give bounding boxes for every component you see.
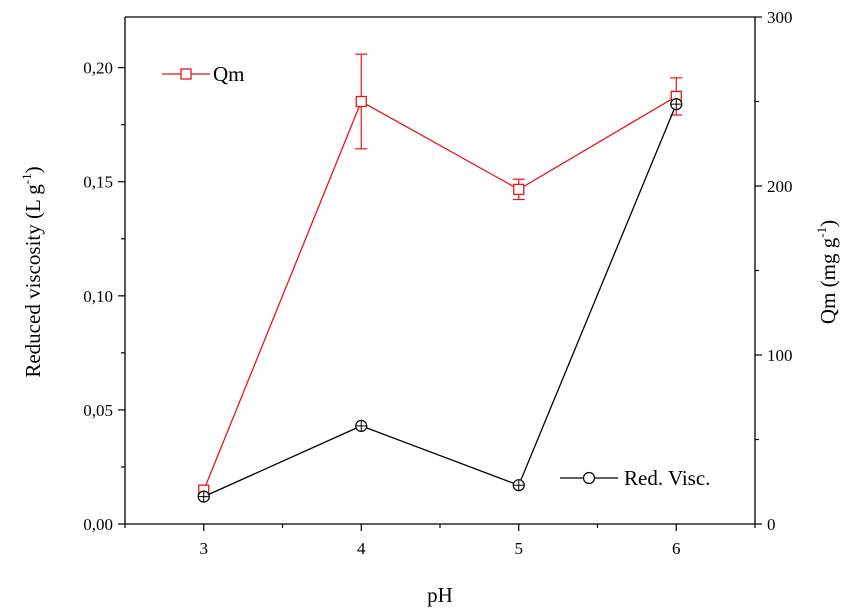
legend-qm: Qm [162,62,245,86]
x-axis-title: pH [427,583,453,607]
left-tick-label: 0,20 [83,59,113,78]
right-tick-label: 200 [767,177,793,196]
qm-series-line [203,95,677,491]
right-tick-label: 0 [767,515,776,534]
x-axis-ticks: 3 4 5 6 [124,524,756,558]
right-y-axis-ticks: 0 100 200 300 [755,8,793,534]
x-tick-label: 5 [515,539,524,558]
qm-point [355,95,367,108]
right-y-axis-title: Qm (mg g-1) [814,220,840,324]
right-tick-label: 300 [767,8,793,27]
left-tick-label: 0,15 [83,173,113,192]
left-tick-label: 0,05 [83,401,113,420]
legend-qm-marker [180,68,192,80]
legend-red-visc: Red. Visc. [560,466,710,490]
qm-point [513,183,525,196]
legend-red-visc-label: Red. Visc. [624,466,710,490]
right-tick-label: 100 [767,346,793,365]
series-layer [197,53,683,503]
left-tick-label: 0,00 [83,515,113,534]
left-tick-label: 0,10 [83,287,113,306]
left-y-axis-title: Reduced viscosity (L g-1) [19,166,45,377]
x-tick-label: 3 [200,539,209,558]
red-visc-series-line [203,103,677,498]
legend-red-visc-marker [582,471,596,485]
left-y-axis-ticks: 0,00 0,05 0,10 0,15 0,20 [83,59,125,534]
x-tick-label: 4 [357,539,366,558]
legend-qm-label: Qm [213,62,245,86]
x-tick-label: 6 [672,539,681,558]
